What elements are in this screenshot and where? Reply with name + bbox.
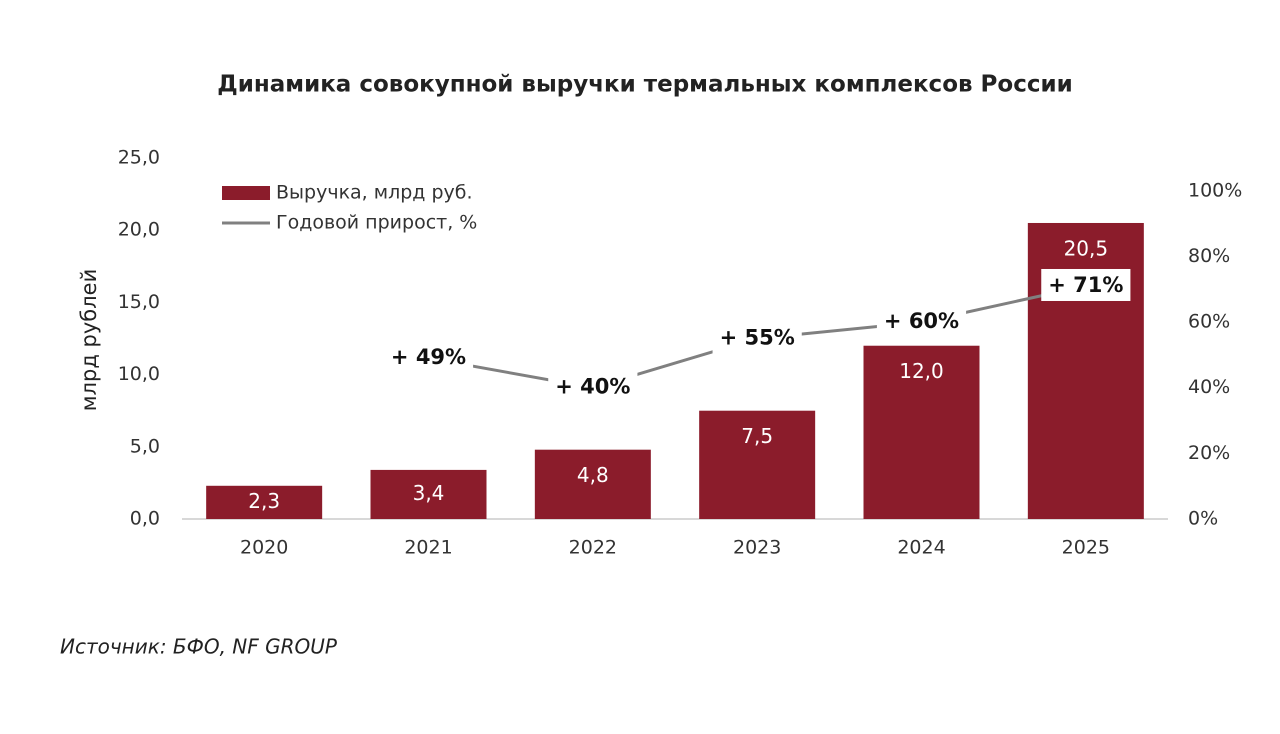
bar-value-label: 2,3 [248,489,280,513]
legend-label: Выручка, млрд руб. [276,182,473,204]
bar-value-label: 12,0 [899,359,944,383]
label-background [383,341,474,374]
y-tick-label: 0,0 [130,508,160,530]
y-tick-label: 5,0 [130,435,160,457]
chart-title: Динамика совокупной выручки термальных к… [217,72,1072,98]
y-tick-label: 25,0 [118,147,160,169]
y2-tick-label: 80% [1188,245,1230,267]
y2-tick-label: 0% [1188,508,1218,530]
growth-value-label: + 60% [884,309,959,333]
y-tick-label: 15,0 [118,291,160,313]
label-background [548,370,638,403]
growth-label: + 40% [548,370,638,403]
bar-value-label: 4,8 [577,463,609,487]
growth-value-label: + 49% [391,345,466,369]
y-tick-label: 20,0 [118,219,160,241]
bar [206,485,323,519]
label-background [1041,268,1131,301]
bar-value-label: 20,5 [1064,236,1109,260]
growth-value-label: + 40% [555,375,630,399]
bar [534,449,651,519]
y2-tick-label: 60% [1188,311,1230,333]
legend-label: Годовой прирост, % [276,212,477,234]
y2-tick-label: 100% [1188,179,1242,201]
y2-tick-label: 20% [1188,442,1230,464]
source: Источник: БФО, NF GROUP [60,635,338,659]
x-tick-label: 2023 [733,537,781,559]
bar-value-label: 3,4 [413,481,445,505]
y-axis-title: млрд рублей [77,269,101,412]
bar [863,345,980,519]
growth-label: + 55% [712,321,802,354]
x-tick-label: 2020 [240,537,288,559]
y-tick-label: 10,0 [118,363,160,385]
label-background [712,321,802,354]
bar [699,410,816,519]
bar [370,469,487,519]
legend-swatch [222,186,270,200]
x-tick-label: 2025 [1062,537,1110,559]
growth-label: + 60% [876,305,967,338]
bar [1027,222,1144,520]
growth-value-label: + 71% [1048,273,1123,297]
label-background [876,305,967,338]
growth-value-label: + 55% [720,326,795,350]
growth-label: + 71% [1041,268,1131,301]
x-tick-label: 2021 [404,537,452,559]
x-tick-label: 2022 [569,537,617,559]
x-tick-label: 2024 [897,537,945,559]
bar-value-label: 7,5 [741,424,773,448]
y2-tick-label: 40% [1188,376,1230,398]
growth-label: + 49% [383,341,474,374]
